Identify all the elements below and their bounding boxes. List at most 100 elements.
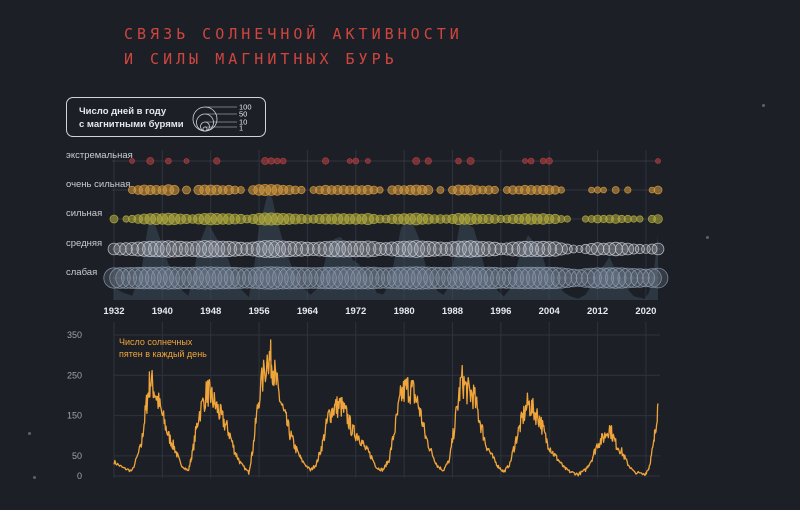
storm-bubble [356, 266, 380, 290]
storm-bubble [436, 186, 445, 194]
x-tick-label: 1988 [442, 306, 463, 317]
storm-bubble [481, 241, 497, 257]
storm-bubble [477, 266, 501, 290]
sunspot-annotation-line-1: Число солнечных [119, 337, 193, 347]
storm-bubble [541, 241, 557, 257]
storm-bubble [647, 267, 669, 289]
storm-bubble [353, 240, 370, 258]
storm-bubble [182, 185, 191, 195]
storm-bubble [208, 240, 226, 258]
storm-bubble [296, 266, 319, 289]
storm-bubble [312, 241, 327, 257]
storm-bubble [109, 214, 119, 224]
storm-bubble [273, 157, 281, 165]
storm-bubble [268, 240, 287, 258]
storm-bubble [119, 242, 133, 256]
storm-bubble [184, 241, 201, 257]
storm-bubble [426, 241, 442, 257]
storm-bubble [611, 186, 620, 194]
storm-bubble [242, 267, 264, 289]
storm-bubble [169, 266, 192, 290]
storm-bubble [655, 158, 661, 164]
storm-bubble [511, 241, 527, 257]
storm-bubble [435, 266, 458, 289]
storm-bubble [364, 158, 371, 164]
storm-bubble [211, 266, 235, 290]
background-star [28, 432, 31, 435]
storm-bubble [398, 266, 422, 290]
storm-bubble [181, 266, 204, 290]
storm-bubble [522, 158, 528, 164]
storm-bubble [199, 266, 223, 290]
storm-bubble [441, 266, 464, 290]
storm-bubble [453, 266, 477, 290]
storm-bubble [323, 240, 340, 258]
storm-bubble [267, 157, 275, 165]
storm-bubble [525, 266, 549, 290]
storm-bubble [519, 266, 543, 290]
storm-bubble [287, 241, 304, 257]
storm-bubble [483, 266, 506, 290]
storm-bubble [641, 244, 651, 254]
storm-bubble [103, 267, 125, 289]
storm-bubble [490, 185, 499, 195]
storm-bubble [230, 267, 252, 289]
storm-bubble [554, 242, 568, 256]
storm-bubble [575, 268, 596, 288]
storm-bubble [329, 240, 347, 258]
x-tick-label: 1948 [200, 306, 221, 317]
storm-bubble [256, 240, 274, 258]
storm-bubble [109, 267, 131, 289]
storm-bubble [586, 267, 609, 289]
x-tick-label: 1932 [103, 306, 124, 317]
storm-bubble [410, 266, 434, 290]
storm-bubble [335, 240, 353, 258]
storm-bubble [456, 240, 474, 258]
storm-bubble [150, 266, 174, 290]
background-star [706, 236, 709, 239]
storm-bubble [501, 266, 524, 289]
storm-bubble [636, 215, 644, 223]
storm-bubble [496, 267, 518, 289]
storm-bubble [247, 266, 271, 290]
storm-bubble [617, 267, 639, 289]
storm-bubble [505, 241, 521, 257]
storm-bubble [465, 266, 489, 290]
row-label: сильная [66, 208, 102, 219]
storm-bubble [265, 266, 289, 290]
storm-bubble [245, 241, 261, 257]
storm-bubble [531, 266, 555, 290]
storm-bubble [490, 267, 512, 289]
legend-size-1: 1 [239, 124, 243, 133]
storm-bubble [169, 184, 180, 196]
storm-bubble [136, 241, 152, 257]
storm-bubble [302, 267, 325, 289]
storm-bubble [187, 266, 211, 290]
storm-bubble [535, 240, 552, 258]
storm-bubble [375, 267, 397, 289]
storm-bubble [175, 266, 198, 290]
y-tick-label: 250 [67, 370, 82, 380]
storm-bubble [281, 240, 298, 258]
storm-bubble [580, 243, 591, 255]
storm-bubble [395, 240, 413, 258]
storm-bubble [581, 267, 602, 289]
legend-line-1: Число дней в году [79, 106, 167, 117]
storm-bubble [420, 240, 437, 258]
storm-bubble [236, 186, 245, 194]
storm-bubble [290, 266, 313, 290]
storm-bubble [513, 266, 537, 290]
legend-caption: Число дней в году с магнитными бурями [79, 105, 184, 131]
storm-bubble [557, 186, 565, 194]
storm-bubble [602, 242, 617, 256]
storm-bubble [455, 157, 462, 165]
storm-bubble [202, 240, 220, 258]
title-line-2: И СИЛЫ МАГНИТНЫХ БУРЬ [124, 50, 398, 68]
x-tick-label: 1964 [297, 306, 319, 317]
storm-bubble [261, 157, 270, 165]
storm-bubble [213, 157, 221, 165]
storm-bubble [338, 266, 362, 290]
storm-bubble [148, 240, 165, 258]
sunspot-annotation-line-2: пятен в каждый день [119, 349, 207, 359]
storm-bubble [444, 241, 461, 257]
